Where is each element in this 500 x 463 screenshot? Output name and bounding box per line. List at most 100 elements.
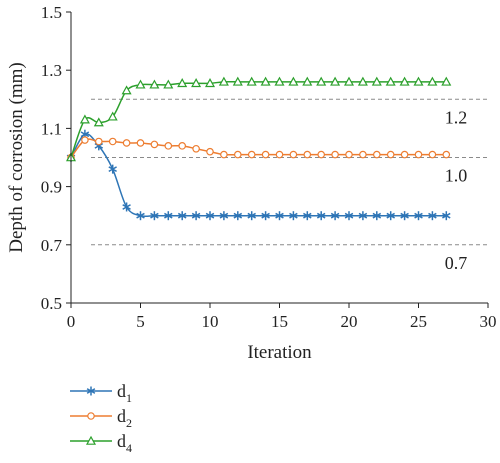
circle-marker — [400, 150, 409, 159]
triangle-marker — [343, 76, 355, 86]
circle-marker — [220, 150, 228, 159]
circle-marker — [234, 150, 242, 159]
triangle-marker — [93, 117, 104, 127]
asterisk-marker — [261, 211, 270, 221]
reference-line-label: 1.2 — [445, 107, 468, 127]
asterisk-marker — [303, 211, 312, 221]
asterisk-stroke — [358, 212, 368, 219]
asterisk-stroke — [344, 212, 354, 219]
asterisk-marker — [316, 211, 326, 221]
asterisk-marker — [386, 211, 395, 221]
reference-line-label: 0.7 — [445, 253, 468, 273]
asterisk-stroke — [386, 212, 395, 219]
asterisk-marker — [247, 211, 256, 221]
y-tick-label: 1.1 — [41, 119, 62, 138]
circle-marker — [261, 150, 270, 159]
asterisk-stroke — [400, 212, 409, 219]
asterisk-stroke — [205, 212, 215, 219]
triangle-marker — [135, 79, 146, 89]
asterisk-stroke — [191, 212, 201, 219]
asterisk-stroke — [316, 212, 326, 219]
asterisk-marker — [191, 211, 201, 221]
circle-marker — [331, 150, 339, 159]
asterisk-stroke — [247, 212, 256, 219]
legend-label-subscript: 2 — [126, 416, 132, 430]
circle-marker — [442, 150, 451, 159]
asterisk-stroke — [428, 212, 437, 219]
circle-marker — [414, 150, 423, 159]
triangle-marker — [371, 76, 382, 86]
asterisk-marker — [400, 211, 409, 221]
circle-marker — [108, 137, 117, 146]
triangle-marker — [177, 78, 188, 88]
triangle-marker — [85, 435, 97, 445]
x-tick-label: 10 — [202, 312, 219, 331]
x-tick-label: 5 — [136, 312, 145, 331]
x-tick-label: 15 — [271, 312, 288, 331]
asterisk-marker — [164, 211, 173, 221]
triangle-marker — [149, 79, 160, 89]
y-tick-label: 1.3 — [41, 61, 62, 80]
asterisk-marker — [358, 211, 368, 221]
y-axis-title: Depth of corrosion (mm) — [6, 62, 27, 252]
asterisk-stroke — [442, 212, 451, 219]
asterisk-marker — [372, 211, 382, 221]
asterisk-marker — [136, 211, 145, 221]
series-line — [70, 138, 447, 158]
triangle-marker — [121, 85, 132, 95]
circle-marker — [386, 150, 395, 159]
asterisk-stroke — [136, 212, 145, 219]
asterisk-stroke — [414, 212, 423, 219]
legend-label-subscript: 4 — [126, 441, 132, 455]
asterisk-stroke — [219, 212, 229, 219]
circle-marker — [81, 136, 89, 144]
triangle-marker — [246, 76, 257, 86]
asterisk-stroke — [303, 212, 312, 219]
asterisk-marker — [122, 202, 131, 212]
asterisk-marker — [275, 211, 284, 221]
x-tick-label: 20 — [341, 312, 358, 331]
circle-marker — [136, 139, 145, 147]
triangle-marker — [316, 76, 327, 86]
legend-item-d1: d1 — [70, 381, 132, 405]
legend-label: d4 — [117, 431, 132, 455]
triangle-marker — [163, 79, 174, 89]
asterisk-marker — [219, 211, 229, 221]
x-tick-label: 25 — [410, 312, 427, 331]
y-tick-label: 0.7 — [41, 236, 63, 255]
asterisk-stroke — [177, 212, 187, 219]
asterisk-marker — [442, 211, 451, 221]
series-line — [70, 80, 447, 158]
asterisk-stroke — [150, 212, 159, 219]
asterisk-marker — [233, 211, 243, 221]
asterisk-marker — [108, 164, 117, 174]
asterisk-stroke — [289, 212, 298, 219]
circle-marker — [122, 139, 131, 147]
circle-marker — [178, 142, 187, 150]
triangle-marker — [107, 111, 118, 121]
triangle-marker — [413, 76, 424, 86]
x-tick-label: 30 — [480, 312, 497, 331]
asterisk-stroke — [330, 212, 340, 219]
asterisk-marker — [428, 211, 437, 221]
triangle-marker — [385, 76, 396, 86]
asterisk-stroke — [233, 212, 243, 219]
asterisk-stroke — [122, 204, 131, 210]
triangle-marker — [191, 78, 202, 88]
triangle-marker — [218, 76, 229, 86]
asterisk-marker — [150, 211, 159, 221]
circle-marker — [317, 150, 326, 159]
y-tick-label: 0.5 — [41, 294, 62, 313]
circle-marker — [372, 150, 381, 159]
asterisk-stroke — [86, 388, 96, 394]
asterisk-stroke — [372, 212, 382, 219]
asterisk-marker — [330, 211, 340, 221]
axes: 0.5 0.7 0.9 1.1 1.3 1.5 0 5 10 15 20 25 30 Iteration D… — [6, 3, 497, 363]
asterisk-stroke — [80, 131, 90, 138]
asterisk-marker — [414, 211, 423, 221]
circle-marker — [289, 150, 298, 159]
triangle-marker — [204, 78, 216, 88]
reference-lines: 1.2 1.0 0.7 — [91, 98, 488, 273]
triangle-marker — [399, 76, 410, 86]
circle-marker — [247, 150, 256, 159]
